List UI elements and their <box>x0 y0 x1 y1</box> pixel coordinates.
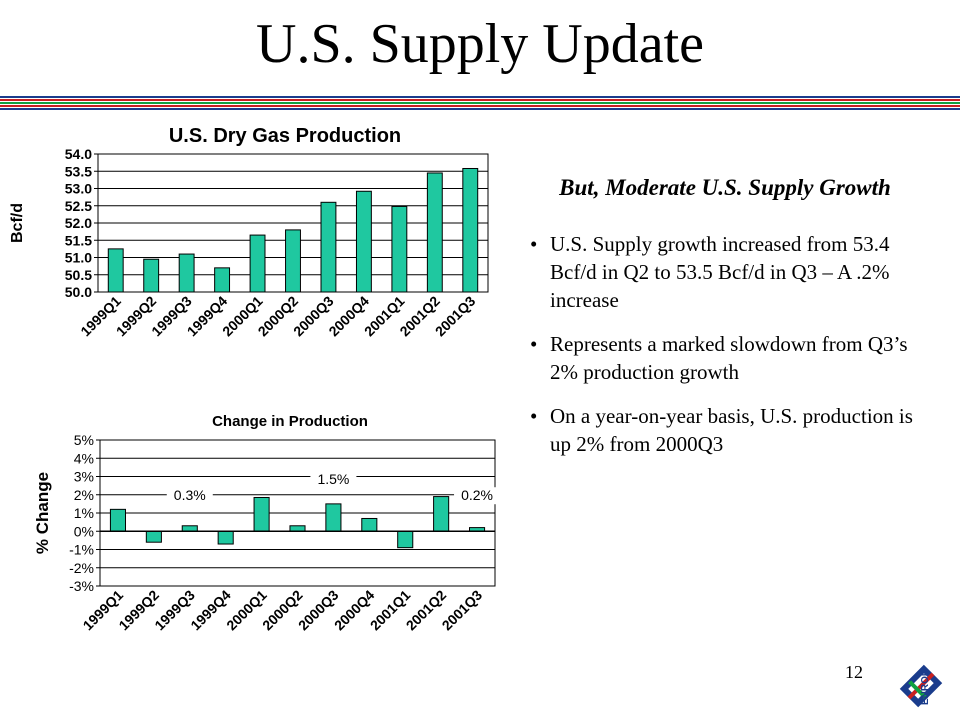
bullet-item: • Represents a marked slowdown from Q3’s … <box>530 330 930 386</box>
chart-title: Change in Production <box>212 413 368 430</box>
bar <box>285 229 301 293</box>
bar <box>217 530 234 545</box>
chart-title: U.S. Dry Gas Production <box>169 125 401 147</box>
bar <box>214 267 231 293</box>
y-tick-label: 50.0 <box>65 284 92 300</box>
bullet-dot-icon: • <box>530 332 538 356</box>
bullet-item: • On a year-on-year basis, U.S. productio… <box>530 402 930 458</box>
y-tick-label: -1% <box>69 542 94 558</box>
bullet-text: Represents a marked slowdown from Q3’s 2… <box>550 332 908 384</box>
y-tick-label: 4% <box>74 450 94 466</box>
dry-gas-production-chart: U.S. Dry Gas Production50.050.551.051.55… <box>9 125 489 340</box>
bar <box>391 205 408 293</box>
y-tick-label: 53.5 <box>65 163 92 179</box>
bullet-text: On a year-on-year basis, U.S. production… <box>550 404 913 456</box>
bar <box>178 253 195 293</box>
bar <box>462 167 479 293</box>
change-in-production-chart: Change in Production -3% -2% -1% 0% 1% 2% 3% 4% 5… <box>33 413 501 634</box>
y-tick-label: 1% <box>74 505 94 521</box>
bar <box>361 517 378 532</box>
bar <box>107 248 124 293</box>
data-label-box <box>166 487 213 505</box>
title-divider-lines <box>0 96 960 110</box>
bullet-item: • U.S. Supply growth increased from 53.4 … <box>530 230 930 314</box>
y-tick-label: 3% <box>74 469 94 485</box>
y-tick-label: 50.5 <box>65 267 92 283</box>
y-axis-label: Bcf/d <box>9 203 26 243</box>
page-title: U.S. Supply Update <box>256 13 704 75</box>
divider-line-green <box>0 102 960 104</box>
y-tick-label: 54.0 <box>65 146 92 162</box>
bullet-dot-icon: • <box>530 404 538 428</box>
y-tick-label: -3% <box>69 578 94 594</box>
bar <box>143 258 160 293</box>
bar <box>397 530 414 549</box>
section-subheading: But, Moderate U.S. Supply Growth <box>559 175 891 200</box>
y-tick-label: 2% <box>74 487 94 503</box>
bar <box>109 508 126 532</box>
y-tick-label: 51.0 <box>65 250 92 266</box>
divider-line-red-bottom <box>0 105 960 107</box>
y-tick-label: 52.0 <box>65 215 92 231</box>
y-tick-label: 51.5 <box>65 232 92 248</box>
data-label: 0.2% <box>461 487 493 503</box>
bar <box>320 201 337 293</box>
bar <box>249 234 266 293</box>
data-label-box <box>454 487 501 505</box>
data-label: 1.5% <box>317 471 349 487</box>
data-label-box <box>310 470 357 488</box>
data-label: 0.3% <box>174 487 206 503</box>
y-axis-label: % Change <box>33 472 52 554</box>
divider-line-blue-top <box>0 96 960 98</box>
divider-line-blue-bottom <box>0 108 960 110</box>
y-tick-label: -2% <box>69 560 94 576</box>
x-tick-label: 2001Q3 <box>432 293 479 340</box>
enron-logo: ENRON <box>899 664 943 708</box>
bar <box>426 172 443 293</box>
y-tick-label: 53.0 <box>65 181 92 197</box>
x-tick-label: 2001Q3 <box>439 587 486 634</box>
logo-e-bar-green <box>908 680 927 699</box>
page-number: 12 <box>845 662 863 682</box>
logo-e-bar-red <box>907 672 935 700</box>
bar <box>181 525 198 532</box>
divider-line-red-top <box>0 99 960 101</box>
bar <box>355 190 372 293</box>
bar <box>253 496 270 532</box>
logo-wordmark: ENRON <box>920 669 931 705</box>
y-tick-label: 52.5 <box>65 198 92 214</box>
bullet-list: • U.S. Supply growth increased from 53.4 … <box>530 230 930 474</box>
bullet-dot-icon: • <box>530 232 538 256</box>
bar <box>433 496 450 532</box>
bar <box>145 530 162 543</box>
y-tick-label: 5% <box>74 432 94 448</box>
bar <box>325 503 342 532</box>
bullet-text: U.S. Supply growth increased from 53.4 B… <box>550 232 890 312</box>
y-tick-label: 0% <box>74 523 94 539</box>
bar <box>289 525 306 532</box>
